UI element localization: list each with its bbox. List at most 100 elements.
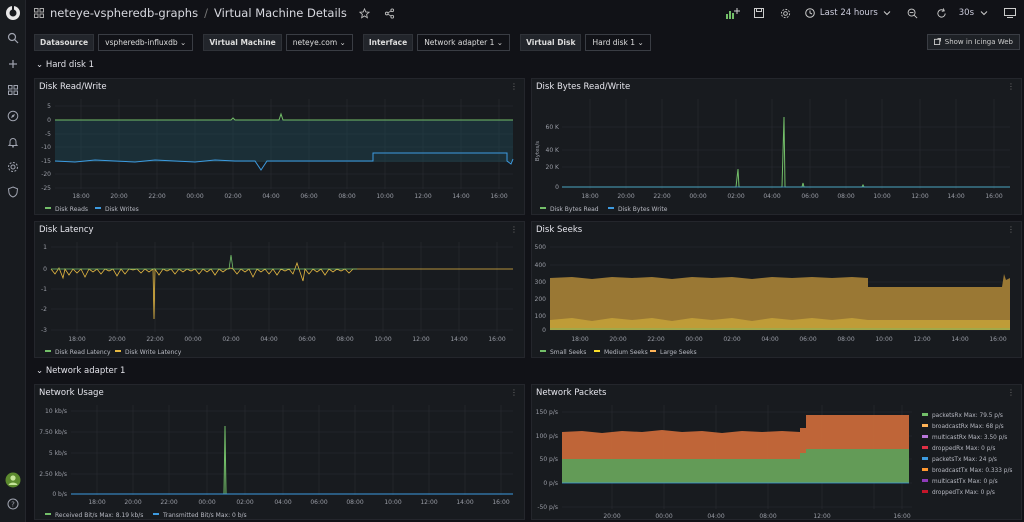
x-tick: 14:00 — [456, 499, 473, 506]
legend-item[interactable]: multicastTx Max: 0 p/s — [932, 479, 998, 485]
legend-item[interactable]: packetsRx Max: 79.5 p/s — [932, 413, 1003, 419]
alerting-bell-icon[interactable] — [7, 136, 19, 148]
clock-icon[interactable] — [805, 8, 815, 18]
chevron-down-icon: ⌄ — [637, 37, 644, 47]
panel-title[interactable]: Disk Latency — [39, 225, 94, 235]
legend-item[interactable]: Disk Reads — [55, 206, 88, 213]
shield-icon[interactable] — [7, 186, 19, 198]
panel-menu-icon[interactable]: ⋮ — [1007, 388, 1015, 397]
x-tick: 16:00 — [490, 193, 507, 200]
x-tick: 10:00 — [875, 336, 892, 343]
refresh-chevron-icon[interactable] — [980, 10, 988, 16]
y-axis-ticks: 10 kb/s 7.50 kb/s 5 kb/s 2.50 kb/s 0 b/s — [39, 408, 67, 498]
explore-compass-icon[interactable] — [7, 110, 19, 122]
legend-swatch — [922, 413, 928, 416]
series-disk-writes — [54, 152, 514, 171]
legend-item[interactable]: Medium Seeks — [604, 349, 648, 356]
time-range-picker[interactable]: Last 24 hours — [819, 8, 878, 18]
x-axis-ticks: 18:00 20:00 22:00 00:00 02:00 04:00 06:0… — [72, 193, 507, 200]
side-nav: ? — [0, 0, 26, 522]
dashboard-title[interactable]: Virtual Machine Details — [213, 6, 347, 20]
panel-menu-icon[interactable]: ⋮ — [510, 225, 518, 234]
variable-select-vm[interactable]: neteye.com ⌄ — [285, 33, 353, 51]
toolbar-right: Last 24 hours 30s — [725, 0, 1024, 26]
panel-menu-icon[interactable]: ⋮ — [1007, 82, 1015, 91]
chart-network-usage: 10 kb/s 7.50 kb/s 5 kb/s 2.50 kb/s 0 b/s… — [39, 405, 513, 519]
legend: packetsRx Max: 79.5 p/s broadcastRx Max:… — [922, 413, 1012, 496]
legend-item[interactable]: Large Seeks — [660, 349, 697, 356]
panel-menu-icon[interactable]: ⋮ — [510, 388, 518, 397]
x-tick: 18:00 — [88, 499, 105, 506]
chevron-down-icon: ⌄ — [339, 37, 346, 47]
x-tick: 00:00 — [198, 499, 215, 506]
legend-item[interactable]: Small Seeks — [550, 349, 586, 356]
area-large-seeks — [550, 274, 1010, 330]
variable-select-interface[interactable]: Network adapter 1 ⌄ — [417, 33, 511, 51]
share-icon[interactable] — [384, 7, 395, 19]
refresh-interval-picker[interactable]: 30s — [958, 8, 974, 18]
row-hard-disk[interactable]: ⌄ Hard disk 1 — [36, 60, 95, 70]
y-tick: 0 — [542, 327, 546, 334]
plus-icon[interactable] — [7, 58, 19, 70]
y-tick: 0 b/s — [52, 491, 67, 498]
x-tick: 16:00 — [893, 513, 910, 520]
configuration-gear-icon[interactable] — [7, 161, 19, 173]
tv-mode-icon[interactable] — [1004, 8, 1016, 18]
variable-label-vm: Virtual Machine — [203, 33, 282, 51]
add-panel-icon[interactable] — [725, 7, 740, 19]
user-avatar[interactable] — [5, 472, 21, 488]
panel-menu-icon[interactable]: ⋮ — [1007, 225, 1015, 234]
chevron-down-icon[interactable] — [883, 10, 891, 16]
dashboards-icon[interactable] — [7, 84, 19, 96]
x-axis-ticks: 18:00 20:00 22:00 00:00 02:00 04:00 06:0… — [581, 193, 1002, 200]
legend-item[interactable]: Disk Bytes Write — [618, 206, 668, 213]
legend-item[interactable]: Received Bit/s Max: 8.19 kb/s — [55, 512, 143, 519]
y-tick: -25 — [41, 185, 51, 192]
legend-item[interactable]: packetsTx Max: 24 p/s — [932, 457, 997, 463]
legend-item[interactable]: droppedTx Max: 0 p/s — [932, 490, 995, 496]
legend: Disk Read Latency Disk Write Latency — [45, 349, 182, 356]
x-tick: 16:00 — [989, 336, 1006, 343]
area-medium-seeks — [550, 318, 1010, 330]
legend-item[interactable]: droppedRx Max: 0 p/s — [932, 446, 995, 452]
legend-item[interactable]: broadcastRx Max: 68 p/s — [932, 424, 1004, 430]
fill-area — [55, 120, 513, 162]
panel-title[interactable]: Disk Bytes Read/Write — [536, 82, 631, 92]
save-icon[interactable] — [753, 8, 764, 18]
series-disk-reads — [55, 112, 513, 121]
y-tick: -1 — [41, 286, 47, 293]
y-axis-label: Bytes/s — [535, 141, 541, 161]
panel-title[interactable]: Disk Read/Write — [39, 82, 107, 92]
row-network-adapter[interactable]: ⌄ Network adapter 1 — [36, 366, 126, 376]
legend-item[interactable]: Disk Writes — [105, 206, 139, 213]
legend-item[interactable]: Disk Read Latency — [55, 349, 111, 356]
legend-item[interactable]: Disk Bytes Read — [550, 206, 599, 213]
refresh-icon[interactable] — [936, 7, 947, 19]
x-tick: 08:00 — [338, 193, 355, 200]
variable-select-datasource[interactable]: vspheredb-influxdb ⌄ — [98, 33, 194, 51]
legend-item[interactable]: Transmitted Bit/s Max: 0 b/s — [162, 512, 247, 519]
star-icon[interactable] — [358, 7, 370, 19]
panel-title[interactable]: Network Packets — [536, 388, 607, 398]
settings-gear-icon[interactable] — [780, 8, 791, 19]
variable-select-virtual-disk[interactable]: Hard disk 1 ⌄ — [585, 33, 651, 51]
grid — [51, 242, 513, 332]
x-tick: 00:00 — [685, 336, 702, 343]
row-chevron-icon: ⌄ — [36, 60, 44, 70]
search-icon[interactable] — [7, 32, 19, 44]
breadcrumb-folder[interactable]: neteye-vspheredb-graphs — [50, 6, 199, 20]
show-in-icinga-button[interactable]: Show in Icinga Web — [926, 34, 1020, 50]
zoom-out-icon[interactable] — [907, 8, 918, 19]
legend-swatch — [922, 479, 928, 482]
y-axis-ticks: 500 400 300 200 100 0 — [535, 244, 547, 334]
x-tick: 14:00 — [947, 193, 964, 200]
legend-item[interactable]: multicastRx Max: 3.50 p/s — [932, 435, 1007, 441]
panel-title[interactable]: Network Usage — [39, 388, 104, 398]
legend-swatch — [45, 350, 51, 352]
grafana-logo-icon[interactable] — [5, 5, 21, 21]
legend-item[interactable]: Disk Write Latency — [125, 349, 182, 356]
legend-item[interactable]: broadcastTx Max: 0.333 p/s — [932, 468, 1012, 474]
panel-menu-icon[interactable]: ⋮ — [510, 82, 518, 91]
panel-title[interactable]: Disk Seeks — [536, 225, 583, 235]
help-icon[interactable]: ? — [7, 498, 19, 510]
